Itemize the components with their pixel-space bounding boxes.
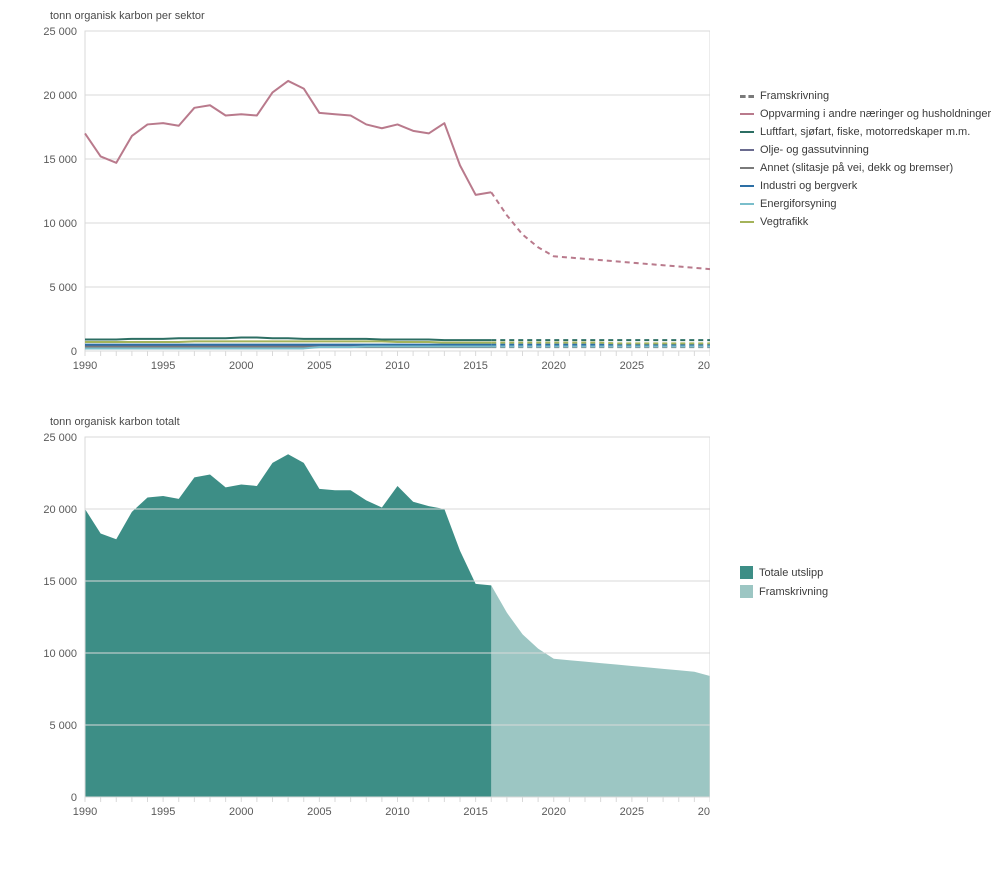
legend-oppvarming-label: Oppvarming i andre næringer og husholdni… — [760, 108, 991, 120]
svg-text:1990: 1990 — [73, 360, 97, 372]
svg-text:2030: 2030 — [698, 806, 710, 818]
legend-totale: Totale utslipp — [740, 566, 828, 579]
legend-totale-label: Totale utslipp — [759, 567, 823, 579]
svg-text:10 000: 10 000 — [43, 648, 77, 660]
legend-luftfart-label: Luftfart, sjøfart, fiske, motorredskaper… — [760, 126, 970, 138]
svg-text:1990: 1990 — [73, 806, 97, 818]
chart-total-block: tonn organisk karbon totalt 0 5 000 10 000… — [10, 416, 985, 832]
legend-energi: Energiforsyning — [740, 198, 991, 210]
legend-energi-label: Energiforsyning — [760, 198, 836, 210]
svg-text:1995: 1995 — [151, 360, 175, 372]
svg-text:25 000: 25 000 — [43, 432, 77, 444]
chart-top-title: tonn organisk karbon per sektor — [50, 10, 710, 22]
svg-text:0: 0 — [71, 346, 77, 358]
chart-top-svg: 0 5 000 10 000 15 000 20 000 25 000 1990 1995 20… — [10, 26, 710, 386]
svg-text:2000: 2000 — [229, 360, 253, 372]
svg-text:0: 0 — [71, 792, 77, 804]
chart-bottom-svg: 0 5 000 10 000 15 000 20 000 25 000 1990 1995 20… — [10, 432, 710, 832]
svg-text:2005: 2005 — [307, 806, 331, 818]
chart-bottom-title: tonn organisk karbon totalt — [50, 416, 710, 428]
legend-vegtrafikk-swatch — [740, 221, 754, 223]
svg-text:20 000: 20 000 — [43, 504, 77, 516]
legend-luftfart: Luftfart, sjøfart, fiske, motorredskaper… — [740, 126, 991, 138]
svg-text:2010: 2010 — [385, 360, 409, 372]
legend-bottom: Totale utslipp Framskrivning — [740, 566, 828, 604]
legend-annet: Annet (slitasje på vei, dekk og bremser) — [740, 162, 991, 174]
legend-oppvarming: Oppvarming i andre næringer og husholdni… — [740, 108, 991, 120]
legend-vegtrafikk-label: Vegtrafikk — [760, 216, 808, 228]
legend-energi-swatch — [740, 203, 754, 205]
legend-olje: Olje- og gassutvinning — [740, 144, 991, 156]
legend-oppvarming-swatch — [740, 113, 754, 115]
svg-text:2020: 2020 — [542, 806, 566, 818]
svg-text:5 000: 5 000 — [49, 282, 77, 294]
legend-framskrivning-swatch — [740, 95, 754, 98]
svg-text:10 000: 10 000 — [43, 218, 77, 230]
svg-text:1995: 1995 — [151, 806, 175, 818]
svg-text:2015: 2015 — [463, 806, 487, 818]
chart-per-sector-block: tonn organisk karbon per sektor 0 5 000 10… — [10, 10, 985, 386]
svg-text:5 000: 5 000 — [49, 720, 77, 732]
svg-text:2030: 2030 — [698, 360, 710, 372]
legend-annet-label: Annet (slitasje på vei, dekk og bremser) — [760, 162, 953, 174]
legend-framskrivning: Framskrivning — [740, 90, 991, 102]
svg-text:2000: 2000 — [229, 806, 253, 818]
legend-framskrivning-bottom: Framskrivning — [740, 585, 828, 598]
svg-text:25 000: 25 000 — [43, 26, 77, 38]
legend-industri-swatch — [740, 185, 754, 187]
legend-vegtrafikk: Vegtrafikk — [740, 216, 991, 228]
legend-framskrivning-bottom-label: Framskrivning — [759, 586, 828, 598]
legend-framskrivning-label: Framskrivning — [760, 90, 829, 102]
svg-text:2015: 2015 — [463, 360, 487, 372]
legend-industri: Industri og bergverk — [740, 180, 991, 192]
svg-text:15 000: 15 000 — [43, 154, 77, 166]
svg-text:2005: 2005 — [307, 360, 331, 372]
svg-text:20 000: 20 000 — [43, 90, 77, 102]
legend-top: Framskrivning Oppvarming i andre næringer… — [740, 90, 991, 234]
legend-framskrivning-bottom-swatch — [740, 585, 753, 598]
legend-annet-swatch — [740, 167, 754, 169]
svg-text:2010: 2010 — [385, 806, 409, 818]
svg-text:15 000: 15 000 — [43, 576, 77, 588]
svg-text:2025: 2025 — [620, 360, 644, 372]
legend-industri-label: Industri og bergverk — [760, 180, 857, 192]
legend-olje-label: Olje- og gassutvinning — [760, 144, 869, 156]
legend-olje-swatch — [740, 149, 754, 151]
svg-text:2020: 2020 — [542, 360, 566, 372]
legend-totale-swatch — [740, 566, 753, 579]
svg-text:2025: 2025 — [620, 806, 644, 818]
legend-luftfart-swatch — [740, 131, 754, 133]
